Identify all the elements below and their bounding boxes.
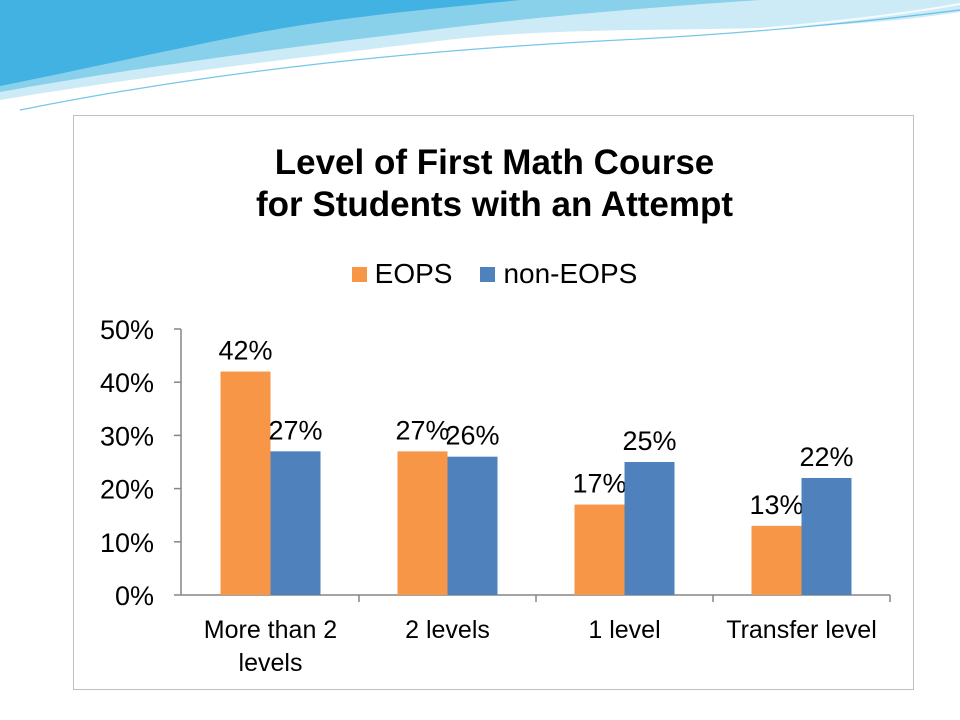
decorative-wave-banner xyxy=(0,0,960,111)
y-tick-label: 10% xyxy=(100,528,154,558)
data-label-eops: 13% xyxy=(749,490,803,520)
legend-item-non-eops: non-EOPS xyxy=(480,258,637,290)
bar-non-eops xyxy=(801,477,852,595)
bar-eops xyxy=(751,525,802,595)
wave-highlight xyxy=(0,3,960,107)
chart-title-line-2: for Students with an Attempt xyxy=(255,185,733,224)
legend-swatch-non-eops xyxy=(480,266,496,282)
bar-chart-plot: 0% 10% 20% 30% 40% 50% 42% 27% More than 2 levels… xyxy=(100,315,891,677)
x-category-label: More than 2 xyxy=(204,616,337,644)
data-label-eops: 17% xyxy=(572,469,626,499)
bar-eops xyxy=(397,451,448,595)
x-category-label: 2 levels xyxy=(405,616,490,644)
data-label-non-eops: 22% xyxy=(799,442,853,472)
data-label-non-eops: 26% xyxy=(445,421,499,451)
data-label-eops: 42% xyxy=(218,336,272,366)
bar-eops xyxy=(220,371,271,595)
chart-legend: EOPS non-EOPS xyxy=(74,258,915,290)
data-label-eops: 27% xyxy=(395,415,449,445)
x-category-label: levels xyxy=(239,649,303,677)
x-category-label: 1 level xyxy=(588,616,660,644)
y-tick-label: 30% xyxy=(100,421,154,451)
chart-title: Level of First Math Course for Students … xyxy=(74,142,915,226)
legend-item-eops: EOPS xyxy=(351,258,453,290)
legend-swatch-eops xyxy=(351,266,367,282)
wave-line xyxy=(19,9,960,111)
y-tick-label: 40% xyxy=(100,368,154,398)
data-label-non-eops: 25% xyxy=(622,426,676,456)
x-category-label: Transfer level xyxy=(726,616,877,644)
y-tick-label: 50% xyxy=(100,315,154,345)
chart-frame: Level of First Math Course for Students … xyxy=(73,115,914,690)
chart-title-line-1: Level of First Math Course xyxy=(274,143,715,182)
legend-label-non-eops: non-EOPS xyxy=(503,258,638,289)
bar-non-eops xyxy=(270,451,321,595)
y-tick-label: 20% xyxy=(100,475,154,505)
data-label-non-eops: 27% xyxy=(268,415,322,445)
bar-non-eops xyxy=(447,456,498,595)
bar-eops xyxy=(574,504,625,595)
legend-label-eops: EOPS xyxy=(374,258,453,289)
bar-non-eops xyxy=(624,462,675,595)
wave-front xyxy=(0,0,520,86)
y-tick-label: 0% xyxy=(115,581,154,611)
